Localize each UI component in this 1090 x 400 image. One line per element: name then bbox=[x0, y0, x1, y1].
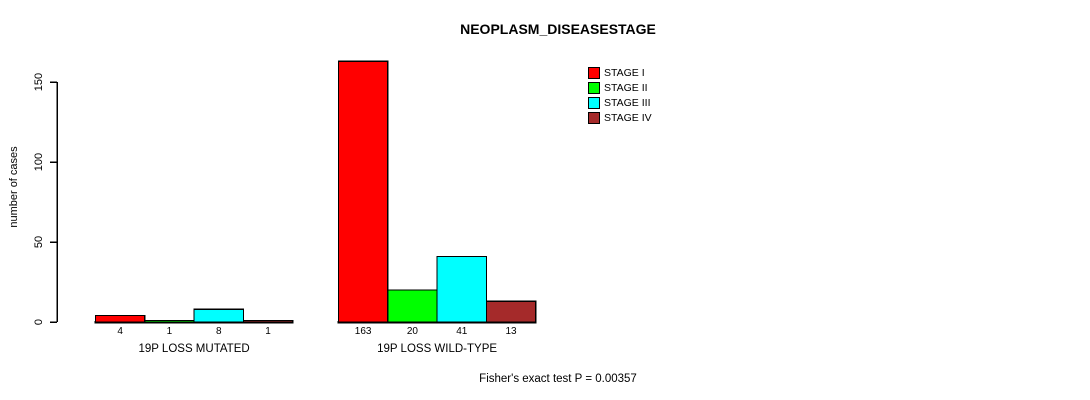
legend-item: STAGE IV bbox=[588, 110, 652, 125]
bar bbox=[436, 255, 488, 323]
legend-label: STAGE I bbox=[604, 66, 645, 79]
legend-swatch bbox=[588, 66, 600, 79]
legend-swatch bbox=[588, 96, 600, 109]
legend-label: STAGE II bbox=[604, 81, 648, 94]
legend-swatch bbox=[588, 111, 600, 124]
bar-value-label: 41 bbox=[456, 326, 468, 337]
group-label: 19P LOSS WILD-TYPE bbox=[377, 343, 497, 355]
bar-value-label: 8 bbox=[216, 326, 222, 337]
legend-item: STAGE II bbox=[588, 80, 652, 95]
y-tick-label: 150 bbox=[33, 73, 45, 91]
bar bbox=[193, 308, 245, 323]
y-tick-label: 0 bbox=[33, 319, 45, 325]
bar-value-label: 4 bbox=[117, 326, 123, 337]
bar-value-label: 1 bbox=[265, 326, 271, 337]
legend-item: STAGE I bbox=[588, 65, 652, 80]
chart-title: NEOPLASM_DISEASESTAGE bbox=[460, 21, 656, 37]
y-tick-label: 50 bbox=[33, 236, 45, 248]
bar-value-label: 163 bbox=[355, 326, 372, 337]
legend: STAGE I STAGE II STAGE III STAGE IV bbox=[588, 65, 652, 125]
y-tick-label: 100 bbox=[33, 153, 45, 171]
bar-value-label: 20 bbox=[407, 326, 419, 337]
bar bbox=[94, 315, 146, 323]
legend-item: STAGE III bbox=[588, 95, 652, 110]
bar-value-label: 1 bbox=[167, 326, 173, 337]
legend-label: STAGE IV bbox=[604, 111, 652, 124]
bar bbox=[242, 319, 294, 323]
bar-value-label: 13 bbox=[505, 326, 517, 337]
legend-swatch bbox=[588, 81, 600, 94]
bar bbox=[144, 319, 195, 323]
bar bbox=[387, 289, 438, 323]
annotation-text: Fisher's exact test P = 0.00357 bbox=[479, 373, 637, 385]
bar bbox=[485, 300, 537, 323]
legend-label: STAGE III bbox=[604, 96, 651, 109]
group-label: 19P LOSS MUTATED bbox=[138, 343, 249, 355]
bar bbox=[337, 60, 389, 323]
